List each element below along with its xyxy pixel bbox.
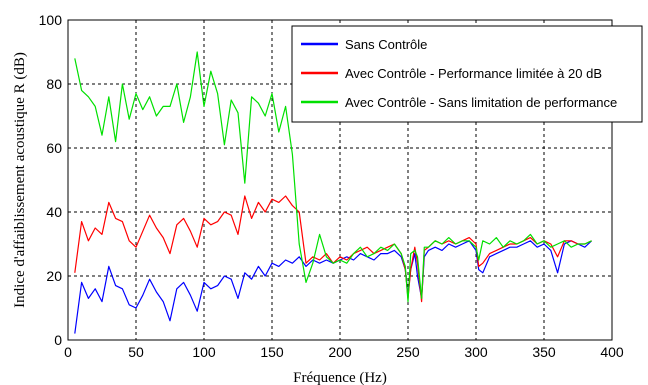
- series-line-3: [74, 51, 592, 303]
- x-tick-label: 350: [532, 344, 556, 360]
- x-tick-label: 200: [328, 344, 352, 360]
- legend-label: Sans Contrôle: [345, 37, 427, 52]
- x-tick-label: 400: [600, 344, 624, 360]
- tick-labels: 0 50 100 150 200 250 300 350 400 0 20 40 60 80 100: [39, 12, 624, 360]
- x-tick-label: 300: [464, 344, 488, 360]
- x-tick-label: 50: [128, 344, 144, 360]
- plot-frame: [67, 19, 613, 341]
- x-tick-label: 0: [64, 344, 72, 360]
- grid: [68, 20, 612, 340]
- y-tick-label: 40: [46, 204, 62, 220]
- legend-label: Avec Contrôle - Performance limitée à 20…: [345, 66, 602, 81]
- series-line-2: [74, 195, 592, 303]
- y-tick-label: 100: [39, 12, 63, 28]
- y-tick-label: 20: [46, 268, 62, 284]
- x-tick-label: 100: [192, 344, 216, 360]
- y-tick-label: 60: [46, 140, 62, 156]
- y-tick-label: 80: [46, 76, 62, 92]
- series-line-1: [74, 240, 593, 334]
- x-axis-label: Fréquence (Hz): [293, 370, 387, 385]
- y-tick-label: 0: [54, 332, 62, 348]
- x-tick-label: 150: [260, 344, 284, 360]
- series-lines: [74, 51, 593, 334]
- legend-label: Avec Contrôle - Sans limitation de perfo…: [345, 95, 617, 110]
- x-tick-label: 250: [396, 344, 420, 360]
- y-axis-label: Indice d'affaiblissement acoustique R (d…: [12, 52, 28, 308]
- legend: Sans Contrôle Avec Contrôle - Performance…: [291, 25, 643, 123]
- legend-box: [291, 25, 643, 123]
